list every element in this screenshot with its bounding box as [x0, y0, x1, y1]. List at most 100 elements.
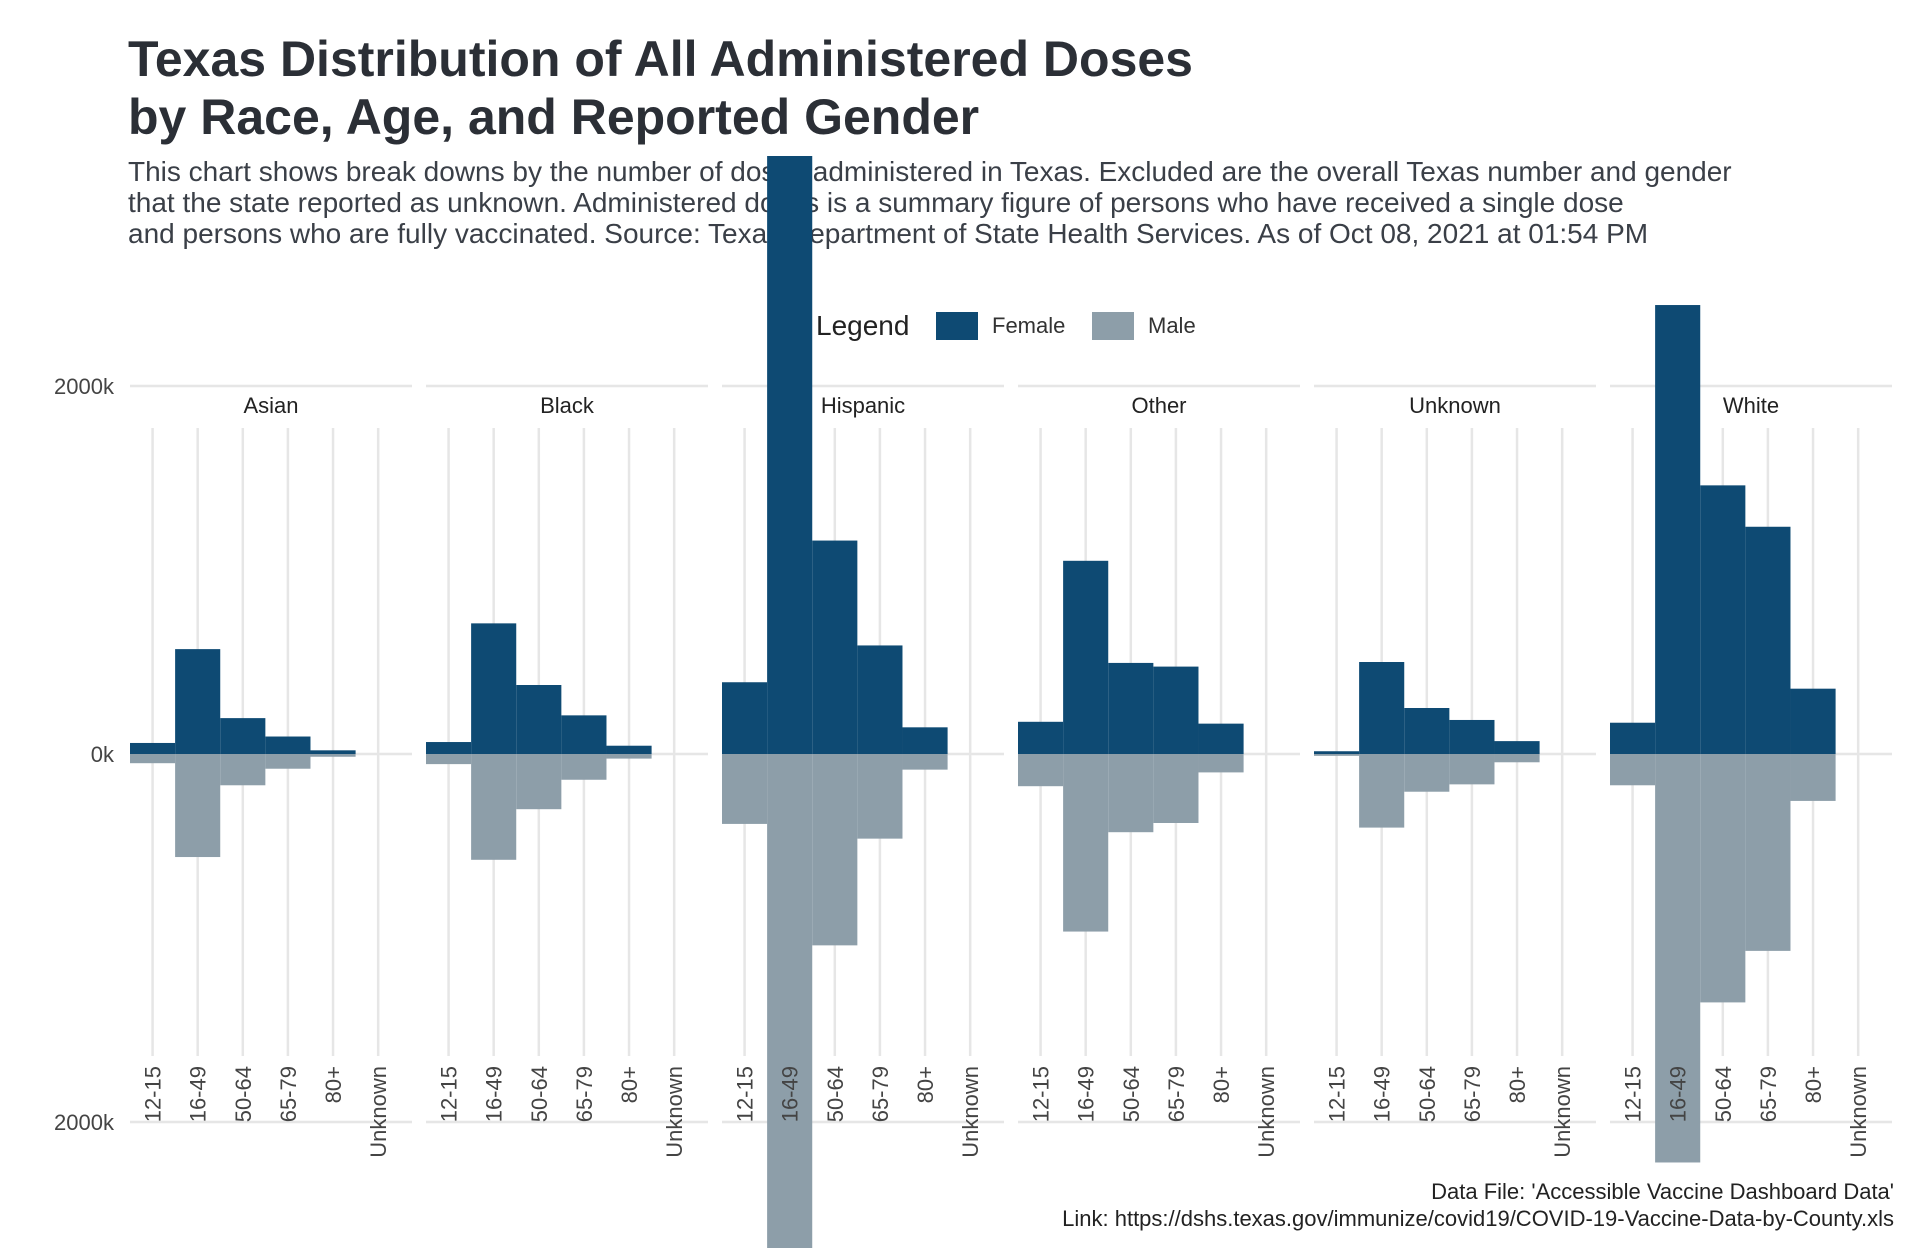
bar-black-female-80 [606, 745, 652, 754]
bar-white-male-65-79 [1745, 754, 1791, 951]
facet-label-white: White [1723, 393, 1779, 418]
bar-asian-male-50-64 [220, 754, 266, 786]
facet-label-unknown: Unknown [1409, 393, 1501, 418]
x-tick-label: 65-79 [1460, 1066, 1485, 1122]
legend-swatch-male [1092, 312, 1134, 340]
legend-label-female: Female [992, 313, 1066, 338]
bar-hispanic-female-65-79 [857, 645, 903, 754]
bar-asian-male-65-79 [265, 754, 311, 769]
facet-panel-asian: Asian 12-15 16-49 50-64 65-79 80+ Unknown [130, 384, 412, 1158]
bar-other-female-80 [1198, 723, 1244, 754]
bar-unknown-female-50-64 [1404, 708, 1450, 754]
x-tick-label: 80+ [617, 1066, 642, 1103]
bar-other-male-65-79 [1153, 754, 1199, 823]
bar-unknown-male-12-15 [1314, 754, 1360, 756]
legend-swatch-female [936, 312, 978, 340]
x-tick-label: 50-64 [1119, 1066, 1144, 1122]
facet-label-asian: Asian [243, 393, 298, 418]
facet-label-black: Black [540, 393, 595, 418]
x-tick-label: 80+ [913, 1066, 938, 1103]
x-tick-label: Unknown [1846, 1066, 1871, 1158]
bar-white-male-50-64 [1700, 754, 1746, 1003]
bar-hispanic-male-16-49 [767, 754, 813, 1248]
chart-subtitle: This chart shows break downs by the numb… [128, 156, 1732, 249]
x-tick-label: 12-15 [437, 1066, 462, 1122]
bar-asian-male-80 [310, 754, 356, 757]
bar-white-male-80 [1790, 754, 1836, 801]
x-tick-label: 80+ [1801, 1066, 1826, 1103]
x-tick-label: 16-49 [1370, 1066, 1395, 1122]
facet-panel-other: Other 12-15 16-49 50-64 65-79 80+ Unknown [1018, 384, 1300, 1158]
x-tick-label: 65-79 [572, 1066, 597, 1122]
legend-label-male: Male [1148, 313, 1196, 338]
bar-other-male-50-64 [1108, 754, 1154, 833]
bar-black-female-50-64 [516, 685, 562, 754]
bar-black-male-65-79 [561, 754, 607, 780]
x-tick-label: 16-49 [778, 1066, 803, 1122]
facet-panel-white: White 12-15 16-49 50-64 65-79 80+ Unknown [1610, 305, 1892, 1163]
facet-label-hispanic: Hispanic [821, 393, 905, 418]
chart-subtitle-line-2: that the state reported as unknown. Admi… [128, 187, 1624, 218]
x-tick-label: 65-79 [1164, 1066, 1189, 1122]
chart-title: Texas Distribution of All Administered D… [128, 30, 1193, 146]
x-tick-label: 50-64 [527, 1066, 552, 1122]
x-tick-label: 16-49 [482, 1066, 507, 1122]
bar-black-female-16-49 [471, 623, 517, 754]
x-tick-label: 50-64 [1415, 1066, 1440, 1122]
bar-white-female-80 [1790, 688, 1836, 754]
bar-hispanic-female-50-64 [812, 540, 858, 754]
x-tick-label: 16-49 [1666, 1066, 1691, 1122]
bar-white-female-65-79 [1745, 526, 1791, 754]
bar-black-female-12-15 [426, 742, 472, 754]
bar-black-male-16-49 [471, 754, 517, 860]
x-tick-label: 50-64 [1711, 1066, 1736, 1122]
x-tick-label: Unknown [1254, 1066, 1279, 1158]
bar-unknown-female-80 [1494, 741, 1540, 754]
x-tick-label: 16-49 [1074, 1066, 1099, 1122]
bar-hispanic-male-12-15 [722, 754, 768, 824]
x-tick-label: 12-15 [1621, 1066, 1646, 1122]
x-tick-label: 65-79 [1756, 1066, 1781, 1122]
x-tick-label: 80+ [321, 1066, 346, 1103]
bar-asian-female-12-15 [130, 742, 176, 754]
bar-white-female-12-15 [1610, 722, 1656, 754]
bar-other-female-16-49 [1063, 560, 1109, 754]
chart-title-line-2: by Race, Age, and Reported Gender [128, 89, 980, 145]
bar-hispanic-female-12-15 [722, 682, 768, 754]
x-tick-label: 12-15 [1029, 1066, 1054, 1122]
bar-other-female-50-64 [1108, 662, 1154, 754]
chart-subtitle-line-3: and persons who are fully vaccinated. So… [128, 218, 1649, 249]
x-tick-label: Unknown [662, 1066, 687, 1158]
x-tick-label: 50-64 [823, 1066, 848, 1122]
bar-hispanic-male-80 [902, 754, 948, 770]
chart-subtitle-line-1: This chart shows break downs by the numb… [128, 156, 1732, 187]
bar-unknown-male-16-49 [1359, 754, 1405, 828]
bar-unknown-female-65-79 [1449, 719, 1495, 754]
x-tick-label: 12-15 [1325, 1066, 1350, 1122]
caption-line-1: Data File: 'Accessible Vaccine Dashboard… [1431, 1179, 1894, 1204]
x-tick-label: Unknown [958, 1066, 983, 1158]
legend: Legend Female Male [0, 306, 1920, 346]
bar-black-female-65-79 [561, 715, 607, 754]
y-tick-label: 2000k [54, 1110, 115, 1135]
facet-panel-hispanic: Hispanic 12-15 16-49 50-64 65-79 80+ Unknown [722, 156, 1004, 1248]
x-tick-label: 16-49 [186, 1066, 211, 1122]
chart-title-line-1: Texas Distribution of All Administered D… [128, 31, 1193, 87]
facet-panel-black: Black 12-15 16-49 50-64 65-79 80+ Unknown [426, 384, 708, 1158]
bar-unknown-male-65-79 [1449, 754, 1495, 785]
bar-other-male-12-15 [1018, 754, 1064, 787]
bar-other-male-80 [1198, 754, 1244, 773]
bar-hispanic-male-65-79 [857, 754, 903, 839]
bar-white-male-12-15 [1610, 754, 1656, 786]
y-tick-label: 0k [91, 742, 115, 767]
bar-black-male-80 [606, 754, 652, 759]
x-tick-label: 50-64 [231, 1066, 256, 1122]
bar-white-female-50-64 [1700, 485, 1746, 754]
bar-asian-female-65-79 [265, 736, 311, 754]
x-tick-label: 80+ [1505, 1066, 1530, 1103]
bar-hispanic-female-80 [902, 727, 948, 754]
bar-unknown-female-16-49 [1359, 662, 1405, 754]
bar-asian-male-16-49 [175, 754, 221, 858]
bar-hispanic-male-50-64 [812, 754, 858, 946]
